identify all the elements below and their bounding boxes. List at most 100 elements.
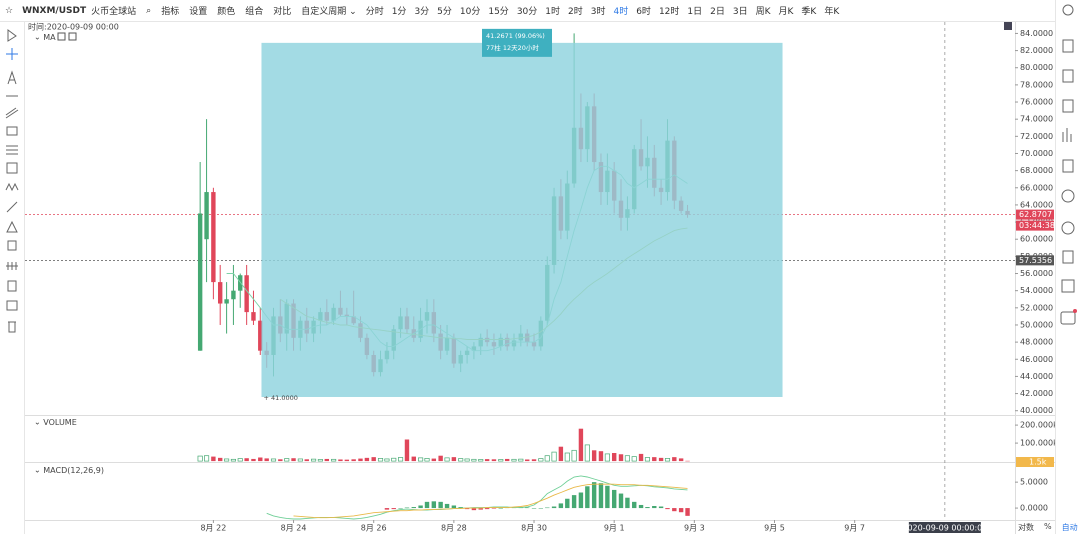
volume-pane-label: ⌄ VOLUME bbox=[34, 418, 77, 427]
custom-period-label: 自定义周期 bbox=[301, 7, 347, 17]
candle bbox=[251, 290, 256, 325]
volume-bar bbox=[270, 458, 277, 462]
volume-bar bbox=[544, 455, 550, 462]
macd-bar bbox=[431, 501, 437, 509]
period-button[interactable]: 季K bbox=[801, 7, 817, 17]
toolbar-button[interactable]: 指标 bbox=[161, 7, 180, 17]
toolbar-button[interactable]: 对比 bbox=[273, 7, 292, 17]
tool-icons[interactable] bbox=[5, 29, 19, 333]
avatar-icon[interactable] bbox=[1062, 4, 1074, 16]
fullscreen-icon[interactable] bbox=[1004, 22, 1012, 30]
macd-bar bbox=[464, 508, 470, 510]
volume-bar bbox=[244, 458, 249, 462]
time-label: 时间:2020-09-09 00:00 bbox=[28, 22, 119, 32]
pane-close-icon[interactable] bbox=[68, 32, 77, 41]
period-button[interactable]: 4时 bbox=[613, 7, 629, 17]
measure-label: 41.2671 (99.06%) bbox=[486, 32, 545, 40]
macd-tick-label: 5.0000 bbox=[1020, 478, 1048, 487]
period-button[interactable]: 分时 bbox=[365, 7, 384, 17]
period-button[interactable]: 6时 bbox=[636, 7, 651, 17]
w-icon[interactable] bbox=[1061, 279, 1075, 293]
period-button[interactable]: 3日 bbox=[732, 7, 748, 17]
volume-bar bbox=[525, 459, 530, 462]
toolbar-button[interactable]: 设置 bbox=[189, 7, 208, 17]
footer-control[interactable]: % bbox=[1044, 522, 1052, 531]
footer-control[interactable]: 自动 bbox=[1061, 523, 1078, 532]
pro-icon[interactable] bbox=[1060, 311, 1076, 325]
lock-tool[interactable] bbox=[7, 240, 17, 251]
period-button[interactable]: 3分 bbox=[414, 7, 430, 17]
y-tick-label: 68.0000 bbox=[1020, 166, 1053, 175]
candle-body bbox=[197, 213, 203, 351]
news-icon[interactable] bbox=[1062, 69, 1074, 83]
symbol[interactable]: WNXM/USDT bbox=[22, 5, 87, 16]
period-button[interactable]: 15分 bbox=[488, 7, 509, 17]
notes-icon[interactable] bbox=[1062, 250, 1074, 264]
sidebar-icon-group[interactable] bbox=[1060, 4, 1076, 325]
fib-tool[interactable] bbox=[6, 162, 18, 174]
toolbar-button[interactable]: 组合 bbox=[245, 7, 264, 17]
trend-tool[interactable] bbox=[5, 107, 19, 119]
volume-bar bbox=[404, 439, 410, 462]
macd-bar bbox=[444, 503, 450, 509]
pane-settings-icon[interactable] bbox=[57, 32, 66, 41]
period-button[interactable]: 3时 bbox=[590, 7, 606, 17]
volume-bar bbox=[251, 458, 256, 462]
data-icon[interactable] bbox=[1062, 128, 1072, 142]
search-icon[interactable]: ⌕ bbox=[146, 5, 152, 16]
period-button[interactable]: 12时 bbox=[658, 7, 680, 17]
macd-bar bbox=[525, 507, 530, 509]
ma-pane-label: ⌄ MA bbox=[34, 33, 56, 42]
crosshair-label: 2020-09-09 00:00:00 bbox=[902, 524, 987, 533]
period-button[interactable]: 5分 bbox=[437, 7, 452, 17]
volume-bar bbox=[237, 458, 243, 462]
period-button[interactable]: 10分 bbox=[459, 7, 481, 17]
macd-label: MACD(12,26,9) bbox=[43, 466, 104, 475]
volume-label: VOLUME bbox=[43, 418, 77, 427]
volume-bar bbox=[217, 457, 223, 462]
calendar-icon[interactable] bbox=[1061, 189, 1075, 203]
measure-tool[interactable] bbox=[6, 262, 18, 270]
rect-tool[interactable] bbox=[6, 126, 18, 136]
pen-tool[interactable] bbox=[6, 220, 18, 233]
y-tick-label: 50.0000 bbox=[1020, 320, 1053, 329]
screenshot-tool[interactable] bbox=[6, 300, 18, 311]
delete-tool[interactable] bbox=[8, 321, 16, 333]
period-button[interactable]: 月K bbox=[778, 7, 794, 17]
volume-bar bbox=[344, 459, 350, 462]
y-tick-label: 78.0000 bbox=[1020, 80, 1053, 89]
crosshair-tool[interactable] bbox=[6, 48, 18, 60]
custom-period[interactable]: 自定义周期 ⌄ bbox=[301, 7, 357, 17]
period-button[interactable]: 1日 bbox=[687, 7, 703, 17]
x-tick-label: 8月 22 bbox=[200, 524, 226, 533]
ideas-icon[interactable] bbox=[1062, 159, 1074, 173]
toolbar-button[interactable]: 颜色 bbox=[217, 7, 236, 17]
volume-bar bbox=[531, 459, 537, 462]
measure-box bbox=[261, 42, 783, 397]
macd-bar bbox=[598, 483, 604, 509]
brush-tool[interactable] bbox=[6, 201, 18, 213]
favorite-star[interactable]: ☆ bbox=[5, 5, 14, 16]
y-tick-label: 60.0000 bbox=[1020, 235, 1053, 244]
volume-bar bbox=[431, 458, 437, 462]
candle bbox=[224, 282, 229, 334]
alerts-icon[interactable] bbox=[1062, 99, 1074, 113]
footer-control[interactable]: 对数 bbox=[1018, 523, 1034, 532]
period-button[interactable]: 1时 bbox=[545, 7, 560, 17]
period-button[interactable]: 周K bbox=[755, 7, 771, 17]
hotlist-icon[interactable] bbox=[1061, 221, 1075, 235]
channel-tool[interactable] bbox=[6, 145, 18, 155]
wave-tool[interactable] bbox=[5, 182, 19, 192]
layer-tool[interactable] bbox=[7, 280, 17, 292]
period-button[interactable]: 30分 bbox=[516, 7, 538, 17]
text-tool[interactable] bbox=[7, 70, 17, 85]
watchlist-icon[interactable] bbox=[1062, 39, 1074, 53]
period-button[interactable]: 1分 bbox=[391, 7, 407, 17]
exchange[interactable]: 火币全球站 bbox=[91, 7, 137, 17]
macd-bar bbox=[565, 498, 570, 509]
period-button[interactable]: 2日 bbox=[710, 7, 725, 17]
period-button[interactable]: 2时 bbox=[568, 7, 583, 17]
period-button[interactable]: 年K bbox=[824, 7, 840, 17]
cursor-tool[interactable] bbox=[7, 29, 17, 42]
